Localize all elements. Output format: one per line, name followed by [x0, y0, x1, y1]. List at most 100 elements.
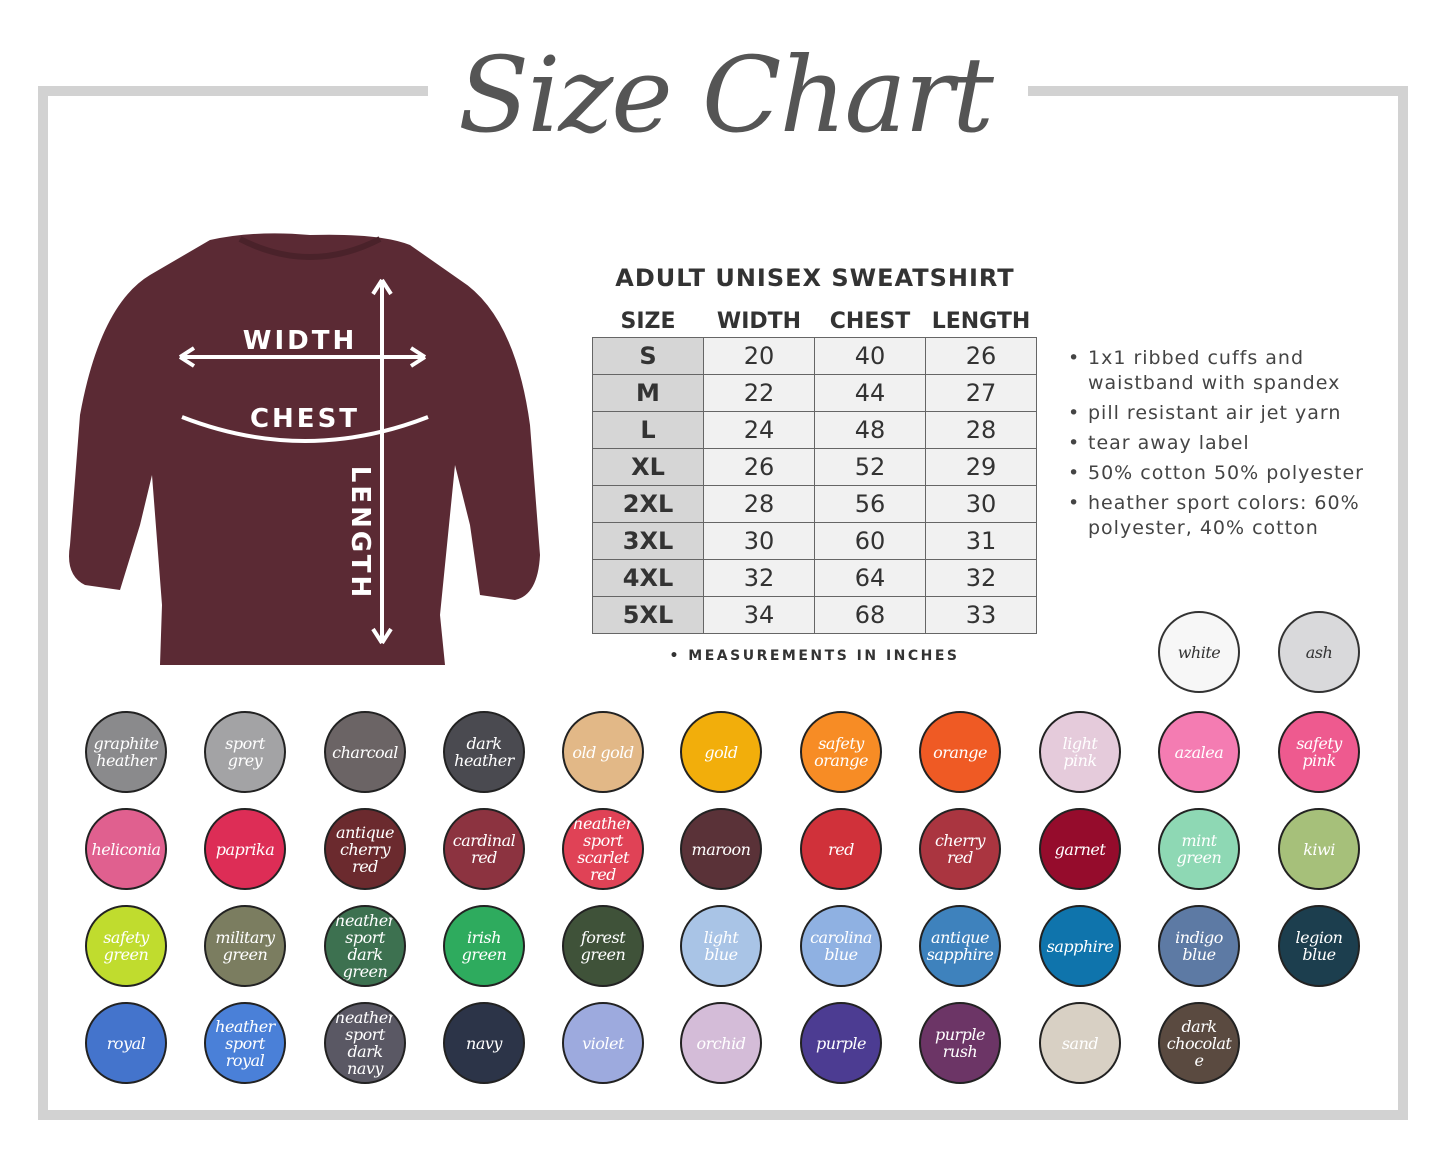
- color-swatch: dark heather: [443, 711, 525, 793]
- color-swatch: purple rush: [919, 1002, 1001, 1084]
- color-swatch: royal: [85, 1002, 167, 1084]
- size-cell: L: [592, 411, 704, 449]
- color-swatch: light blue: [680, 905, 762, 987]
- color-swatch: garnet: [1039, 808, 1121, 890]
- measurement-cell: 64: [814, 559, 926, 597]
- measurement-cell: 52: [814, 448, 926, 486]
- color-swatch: kiwi: [1278, 808, 1360, 890]
- color-swatch: dark chocolate: [1158, 1002, 1240, 1084]
- measurement-cell: 28: [925, 411, 1037, 449]
- color-swatch: antique cherry red: [324, 808, 406, 890]
- color-swatch: azalea: [1158, 711, 1240, 793]
- table-row: 4XL 32 64 32: [592, 559, 1037, 597]
- measurement-cell: 27: [925, 374, 1037, 412]
- color-swatch: heliconia: [85, 808, 167, 890]
- size-cell: XL: [592, 448, 704, 486]
- color-swatch: mint green: [1158, 808, 1240, 890]
- color-swatch: carolina blue: [800, 905, 882, 987]
- color-swatch: purple: [800, 1002, 882, 1084]
- color-swatch: white: [1158, 611, 1240, 693]
- measurement-cell: 32: [703, 559, 815, 597]
- measurement-cell: 56: [814, 485, 926, 523]
- table-row: M 22 44 27: [592, 374, 1037, 412]
- color-swatch: heather sport dark green: [324, 905, 406, 987]
- color-swatch: navy: [443, 1002, 525, 1084]
- color-swatch: heather sport dark navy: [324, 1002, 406, 1084]
- sweatshirt-body: [69, 233, 540, 666]
- color-swatch: legion blue: [1278, 905, 1360, 987]
- size-cell: 3XL: [592, 522, 704, 560]
- measurement-note: • MEASUREMENTS IN INCHES: [669, 648, 960, 664]
- size-cell: 4XL: [592, 559, 704, 597]
- color-swatch: maroon: [680, 808, 762, 890]
- color-swatch: sport grey: [204, 711, 286, 793]
- color-swatch: heather sport scarlet red: [562, 808, 644, 890]
- measurement-cell: 26: [925, 337, 1037, 375]
- measurement-cell: 26: [703, 448, 815, 486]
- table-row: 5XL 34 68 33: [592, 596, 1037, 634]
- color-swatch: indigo blue: [1158, 905, 1240, 987]
- feature-list: 1x1 ribbed cuffs and waistband with span…: [1068, 346, 1398, 546]
- table-row: L 24 48 28: [592, 411, 1037, 449]
- measurement-cell: 48: [814, 411, 926, 449]
- color-swatch: antique sapphire: [919, 905, 1001, 987]
- measurement-cell: 29: [925, 448, 1037, 486]
- column-header: LENGTH: [931, 308, 1031, 334]
- color-swatch: graphite heather: [85, 711, 167, 793]
- title-gap: [428, 70, 1028, 110]
- feature-item: pill resistant air jet yarn: [1068, 401, 1398, 426]
- measurement-cell: 28: [703, 485, 815, 523]
- table-row: 3XL 30 60 31: [592, 522, 1037, 560]
- feature-item: 1x1 ribbed cuffs and waistband with span…: [1068, 346, 1398, 396]
- measurement-cell: 34: [703, 596, 815, 634]
- color-swatch: heather sport royal: [204, 1002, 286, 1084]
- color-swatch: old gold: [562, 711, 644, 793]
- size-cell: S: [592, 337, 704, 375]
- feature-item: tear away label: [1068, 431, 1398, 456]
- size-cell: 5XL: [592, 596, 704, 634]
- column-header: SIZE: [620, 308, 676, 334]
- color-swatch: safety orange: [800, 711, 882, 793]
- measurement-cell: 32: [925, 559, 1037, 597]
- size-table: SIZE WIDTH CHEST LENGTH S 20 40 26 M 22 44 27 L 2…: [592, 305, 1037, 634]
- table-row: 2XL 28 56 30: [592, 485, 1037, 523]
- measurement-cell: 31: [925, 522, 1037, 560]
- color-swatch: safety pink: [1278, 711, 1360, 793]
- color-swatch: orange: [919, 711, 1001, 793]
- color-swatch: ash: [1278, 611, 1360, 693]
- color-swatch: irish green: [443, 905, 525, 987]
- color-swatch: cherry red: [919, 808, 1001, 890]
- measurement-cell: 40: [814, 337, 926, 375]
- measurement-cell: 30: [703, 522, 815, 560]
- color-swatch: light pink: [1039, 711, 1121, 793]
- size-cell: 2XL: [592, 485, 704, 523]
- measurement-cell: 68: [814, 596, 926, 634]
- color-swatch: military green: [204, 905, 286, 987]
- measurement-cell: 20: [703, 337, 815, 375]
- size-cell: M: [592, 374, 704, 412]
- length-label: LENGTH: [345, 466, 375, 600]
- chest-label: CHEST: [250, 404, 360, 434]
- measurement-cell: 24: [703, 411, 815, 449]
- color-swatch: orchid: [680, 1002, 762, 1084]
- measurement-cell: 60: [814, 522, 926, 560]
- column-header: WIDTH: [716, 308, 802, 334]
- measurement-cell: 44: [814, 374, 926, 412]
- measurement-cell: 30: [925, 485, 1037, 523]
- color-swatch: sapphire: [1039, 905, 1121, 987]
- color-swatch: red: [800, 808, 882, 890]
- column-header: CHEST: [829, 308, 911, 334]
- color-swatch: safety green: [85, 905, 167, 987]
- sweatshirt-illustration: WIDTH CHEST LENGTH: [69, 233, 540, 666]
- feature-item: 50% cotton 50% polyester: [1068, 461, 1398, 486]
- table-title: ADULT UNISEX SWEATSHIRT: [615, 264, 1015, 292]
- measurement-cell: 33: [925, 596, 1037, 634]
- measurement-cell: 22: [703, 374, 815, 412]
- table-row: XL 26 52 29: [592, 448, 1037, 486]
- color-swatch: charcoal: [324, 711, 406, 793]
- feature-item: heather sport colors: 60% polyester, 40%…: [1068, 491, 1398, 541]
- color-swatch: forest green: [562, 905, 644, 987]
- color-swatch: cardinal red: [443, 808, 525, 890]
- table-row: S 20 40 26: [592, 337, 1037, 375]
- color-swatch: violet: [562, 1002, 644, 1084]
